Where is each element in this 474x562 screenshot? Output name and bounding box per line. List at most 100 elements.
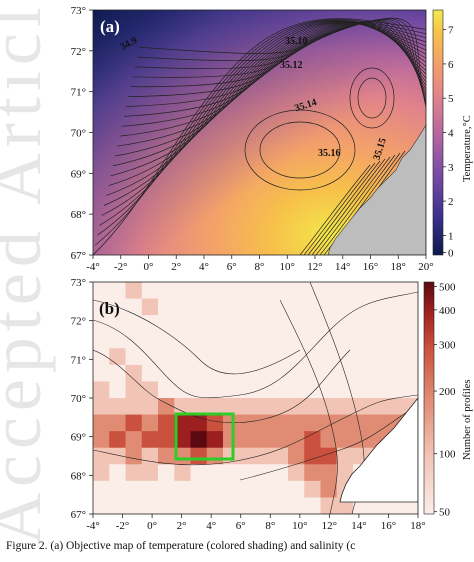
grid-cell [141,381,159,399]
contour-line [114,22,426,157]
grid-cell [271,348,289,366]
contour-line [128,20,426,97]
grid-cell [304,497,321,514]
grid-cell [320,414,338,432]
contour-line [307,160,381,255]
grid-cell [255,398,273,416]
x-tick-label: -4° [86,520,100,532]
grid-cell [336,431,354,449]
contour-line [319,154,396,255]
x-tick-label: 4° [199,261,209,273]
grid-cell [190,497,208,514]
grid-cell [320,431,338,449]
colorbar-a-ticks: 7 6 5 4 3 2 1 0 [443,25,454,260]
contour-line [123,21,426,117]
y-tick-label: 67° [71,509,86,521]
colorbar-tick-label: 4 [448,128,454,140]
grid-cell [206,497,224,514]
grid-cell [271,282,289,300]
y-tick-label: 73° [71,277,86,289]
grid-cell [304,398,321,416]
grid-cell [271,480,289,498]
grid-cell [288,331,305,349]
x-tick-label: -4° [86,261,100,273]
grid-cell [174,447,191,465]
grid-cell [93,414,110,432]
grid-cell [190,348,208,366]
grid-cell [271,464,289,482]
grid-cell [336,464,354,482]
grid-cell [288,431,305,449]
x-tick-label: 14° [351,520,366,532]
grid-cell [288,381,305,399]
grid-cell [271,497,289,514]
y-tick-label: 69° [71,432,86,444]
grid-cell [206,364,224,382]
x-tick-label: 6° [236,520,246,532]
grid-cell [369,381,386,399]
grid-cell [190,398,208,416]
grid-cell [206,431,224,449]
grid-cell [93,480,110,498]
grid-cell [141,282,159,300]
grid-cell [206,298,224,316]
grid-cell [174,315,191,333]
contour-label: 35.12 [280,60,303,71]
grid-cell [158,282,175,300]
grid-cell [109,480,126,498]
grid-cell [93,381,110,399]
grid-cell [271,414,289,432]
contour-line [311,158,386,255]
y-tick-label: 68° [71,470,86,482]
grid-cell [223,398,240,416]
grid-cell [353,381,370,399]
colorbar-tick-label: 500 [439,282,456,294]
grid-cell [255,414,273,432]
x-tick-label: -2° [116,520,130,532]
grid-cell [93,331,110,349]
grid-cell [385,364,403,382]
grid-cell [255,381,273,399]
grid-cell [320,381,338,399]
grid-cell [255,315,273,333]
grid-cell [401,348,418,366]
grid-cell [93,398,110,416]
grid-cell [93,447,110,465]
colorbar-tick-label: 200 [439,386,456,398]
x-tick-label: 2° [177,520,187,532]
grid-cell [174,398,191,416]
bathymetry-contours [93,282,418,514]
grid-cell [174,298,191,316]
grid-cell [320,282,338,300]
grid-cell [125,282,143,300]
grid-cell [125,398,143,416]
grid-cell [174,464,191,482]
grid-cell [239,364,256,382]
grid-cell [158,414,175,432]
grid-cell [223,480,240,498]
land-norway-b [339,397,418,503]
grid-cell [353,298,370,316]
grid-cell [369,364,386,382]
grid-cell [336,298,354,316]
grid-cell [174,414,191,432]
grid-cell [288,398,305,416]
grid-cell [255,282,273,300]
grid-cell [141,298,159,316]
contour-line [315,156,391,255]
grid-cell [125,315,143,333]
grid-cell [125,331,143,349]
grid-cell [190,480,208,498]
grid-cell [190,315,208,333]
grid-cell [174,480,191,498]
contour-line [93,291,418,399]
grid-cell [206,414,224,432]
contour-line [357,77,387,119]
grid-cell [304,431,321,449]
grid-cell [336,414,354,432]
grid-cell [336,381,354,399]
grid-cell [369,348,386,366]
grid-cell [255,364,273,382]
grid-cell [385,298,403,316]
